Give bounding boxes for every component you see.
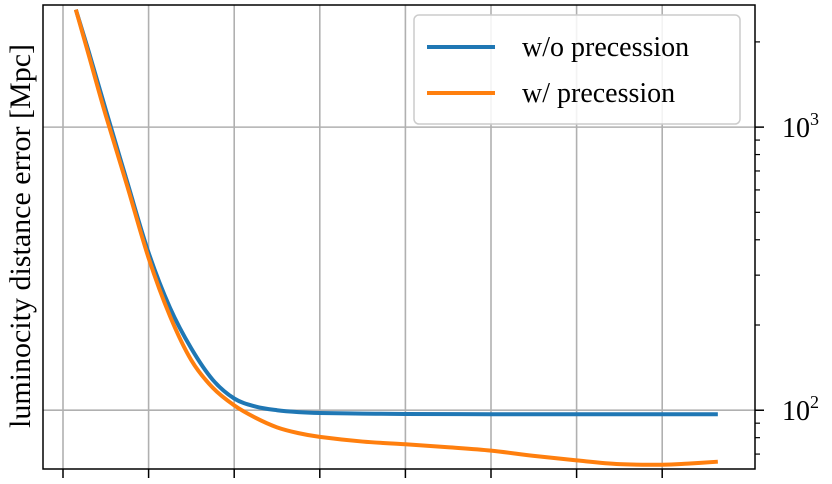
x-ticks	[62, 469, 663, 478]
legend-label: w/o precession	[522, 32, 689, 63]
y-axis-label: luminocity distance error [Mpc]	[4, 44, 37, 428]
plot-frame	[42, 4, 756, 470]
legend-label: w/ precession	[522, 78, 675, 109]
y-tick-label: 103	[782, 109, 819, 144]
y-tick-label: 102	[782, 392, 819, 427]
series-lines	[73, 9, 718, 467]
y-tick-base: 10	[782, 396, 810, 427]
y-tick-base: 10	[782, 113, 810, 144]
legend: w/o precession w/ precession	[413, 14, 741, 125]
y-tick-exponent: 2	[810, 392, 819, 412]
y-tick-exponent: 3	[810, 109, 819, 129]
series-line-w-precession	[73, 9, 718, 467]
legend-box	[413, 14, 741, 125]
